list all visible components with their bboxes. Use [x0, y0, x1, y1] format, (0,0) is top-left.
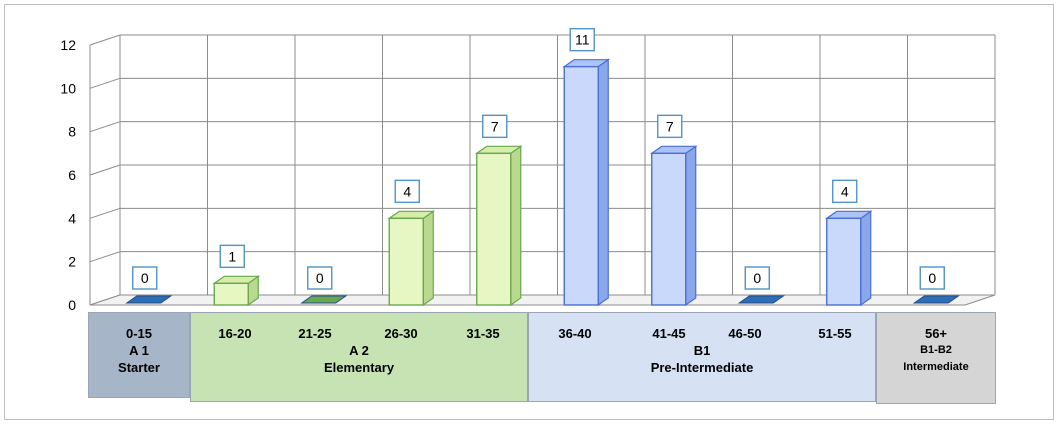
level-name-intermediate: Intermediate: [903, 361, 969, 373]
grid-line-side: [89, 34, 121, 46]
range-label-16-20: 16-20: [218, 326, 252, 341]
level-band-b1-b2: 56+ B1-B2 Intermediate: [876, 312, 996, 404]
range-label-51-55: 51-55: [818, 326, 852, 341]
range-label-31-35: 31-35: [466, 326, 500, 341]
level-name-pre-intermediate: Pre-Intermediate: [650, 360, 754, 375]
range-label-21-25: 21-25: [298, 326, 332, 341]
bar-0-15: [125, 295, 173, 304]
level-code-a2: A 2: [349, 343, 369, 358]
bar-side-51-55: [860, 210, 872, 307]
bar-side-26-30: [422, 210, 434, 307]
level-code-b1-b2: B1-B2: [920, 344, 952, 356]
bar-side-36-40: [597, 58, 609, 307]
bar-16-20: [213, 282, 249, 306]
range-label-36-40: 36-40: [558, 326, 592, 341]
range-label-41-45: 41-45: [652, 326, 686, 341]
grid-line-side: [89, 164, 121, 176]
y-tick-label: 12: [60, 37, 76, 53]
level-name-starter: Starter: [118, 360, 160, 375]
data-label: 11: [575, 32, 590, 48]
bar-side-31-35: [510, 145, 522, 307]
data-label-box: [919, 266, 945, 290]
y-tick-label: 10: [60, 80, 76, 96]
bar-21-25: [300, 295, 348, 304]
data-label: 1: [228, 248, 236, 264]
data-label-box: [132, 266, 158, 290]
bar-41-45: [651, 152, 687, 306]
bar-51-55: [826, 217, 862, 306]
level-band-a2: 16-20 21-25 26-30 31-35 A 2 Elementary: [190, 312, 528, 402]
level-band-b1: 36-40 41-45 46-50 51-55 B1 Pre-Intermedi…: [528, 312, 876, 402]
data-label: 0: [753, 270, 761, 286]
grid-line-side: [89, 251, 121, 263]
y-tick-label: 2: [68, 254, 76, 270]
bar-31-35: [476, 152, 512, 306]
data-label-box: [219, 244, 245, 269]
data-label-box: [307, 266, 333, 290]
chart-frame: [4, 4, 1054, 420]
data-label-box: [832, 179, 858, 204]
data-label-box: [744, 266, 770, 290]
grid-line-side: [89, 207, 121, 219]
level-code-a1: A 1: [129, 343, 149, 358]
range-label-56plus: 56+: [924, 326, 948, 341]
data-label: 7: [491, 118, 499, 134]
grid-line-side: [89, 121, 121, 133]
level-band-a1: 0-15 A 1 Starter: [88, 312, 190, 398]
data-label: 0: [928, 270, 936, 286]
y-tick-label: 8: [68, 124, 76, 140]
data-label: 4: [403, 183, 411, 199]
data-label-box: [569, 27, 595, 52]
bar-56+: [912, 295, 960, 304]
y-tick-label: 0: [68, 297, 76, 313]
data-label: 4: [841, 183, 849, 199]
range-label-0-15: 0-15: [125, 326, 153, 341]
grid-line-side: [89, 77, 121, 89]
y-tick-label: 4: [68, 210, 76, 226]
data-label-box: [394, 179, 420, 204]
range-label-26-30: 26-30: [384, 326, 418, 341]
data-label: 0: [141, 270, 149, 286]
data-label-box: [482, 114, 508, 139]
data-label-box: [657, 114, 683, 139]
range-label-46-50: 46-50: [728, 326, 762, 341]
level-name-elementary: Elementary: [323, 360, 395, 375]
bar-46-50: [737, 295, 785, 304]
data-label: 7: [666, 118, 674, 134]
bar-26-30: [388, 217, 424, 306]
data-label: 0: [316, 270, 324, 286]
bar-36-40: [563, 65, 599, 306]
y-tick-label: 6: [68, 167, 76, 183]
level-code-b1: B1: [693, 343, 711, 358]
bar-side-41-45: [685, 145, 697, 307]
